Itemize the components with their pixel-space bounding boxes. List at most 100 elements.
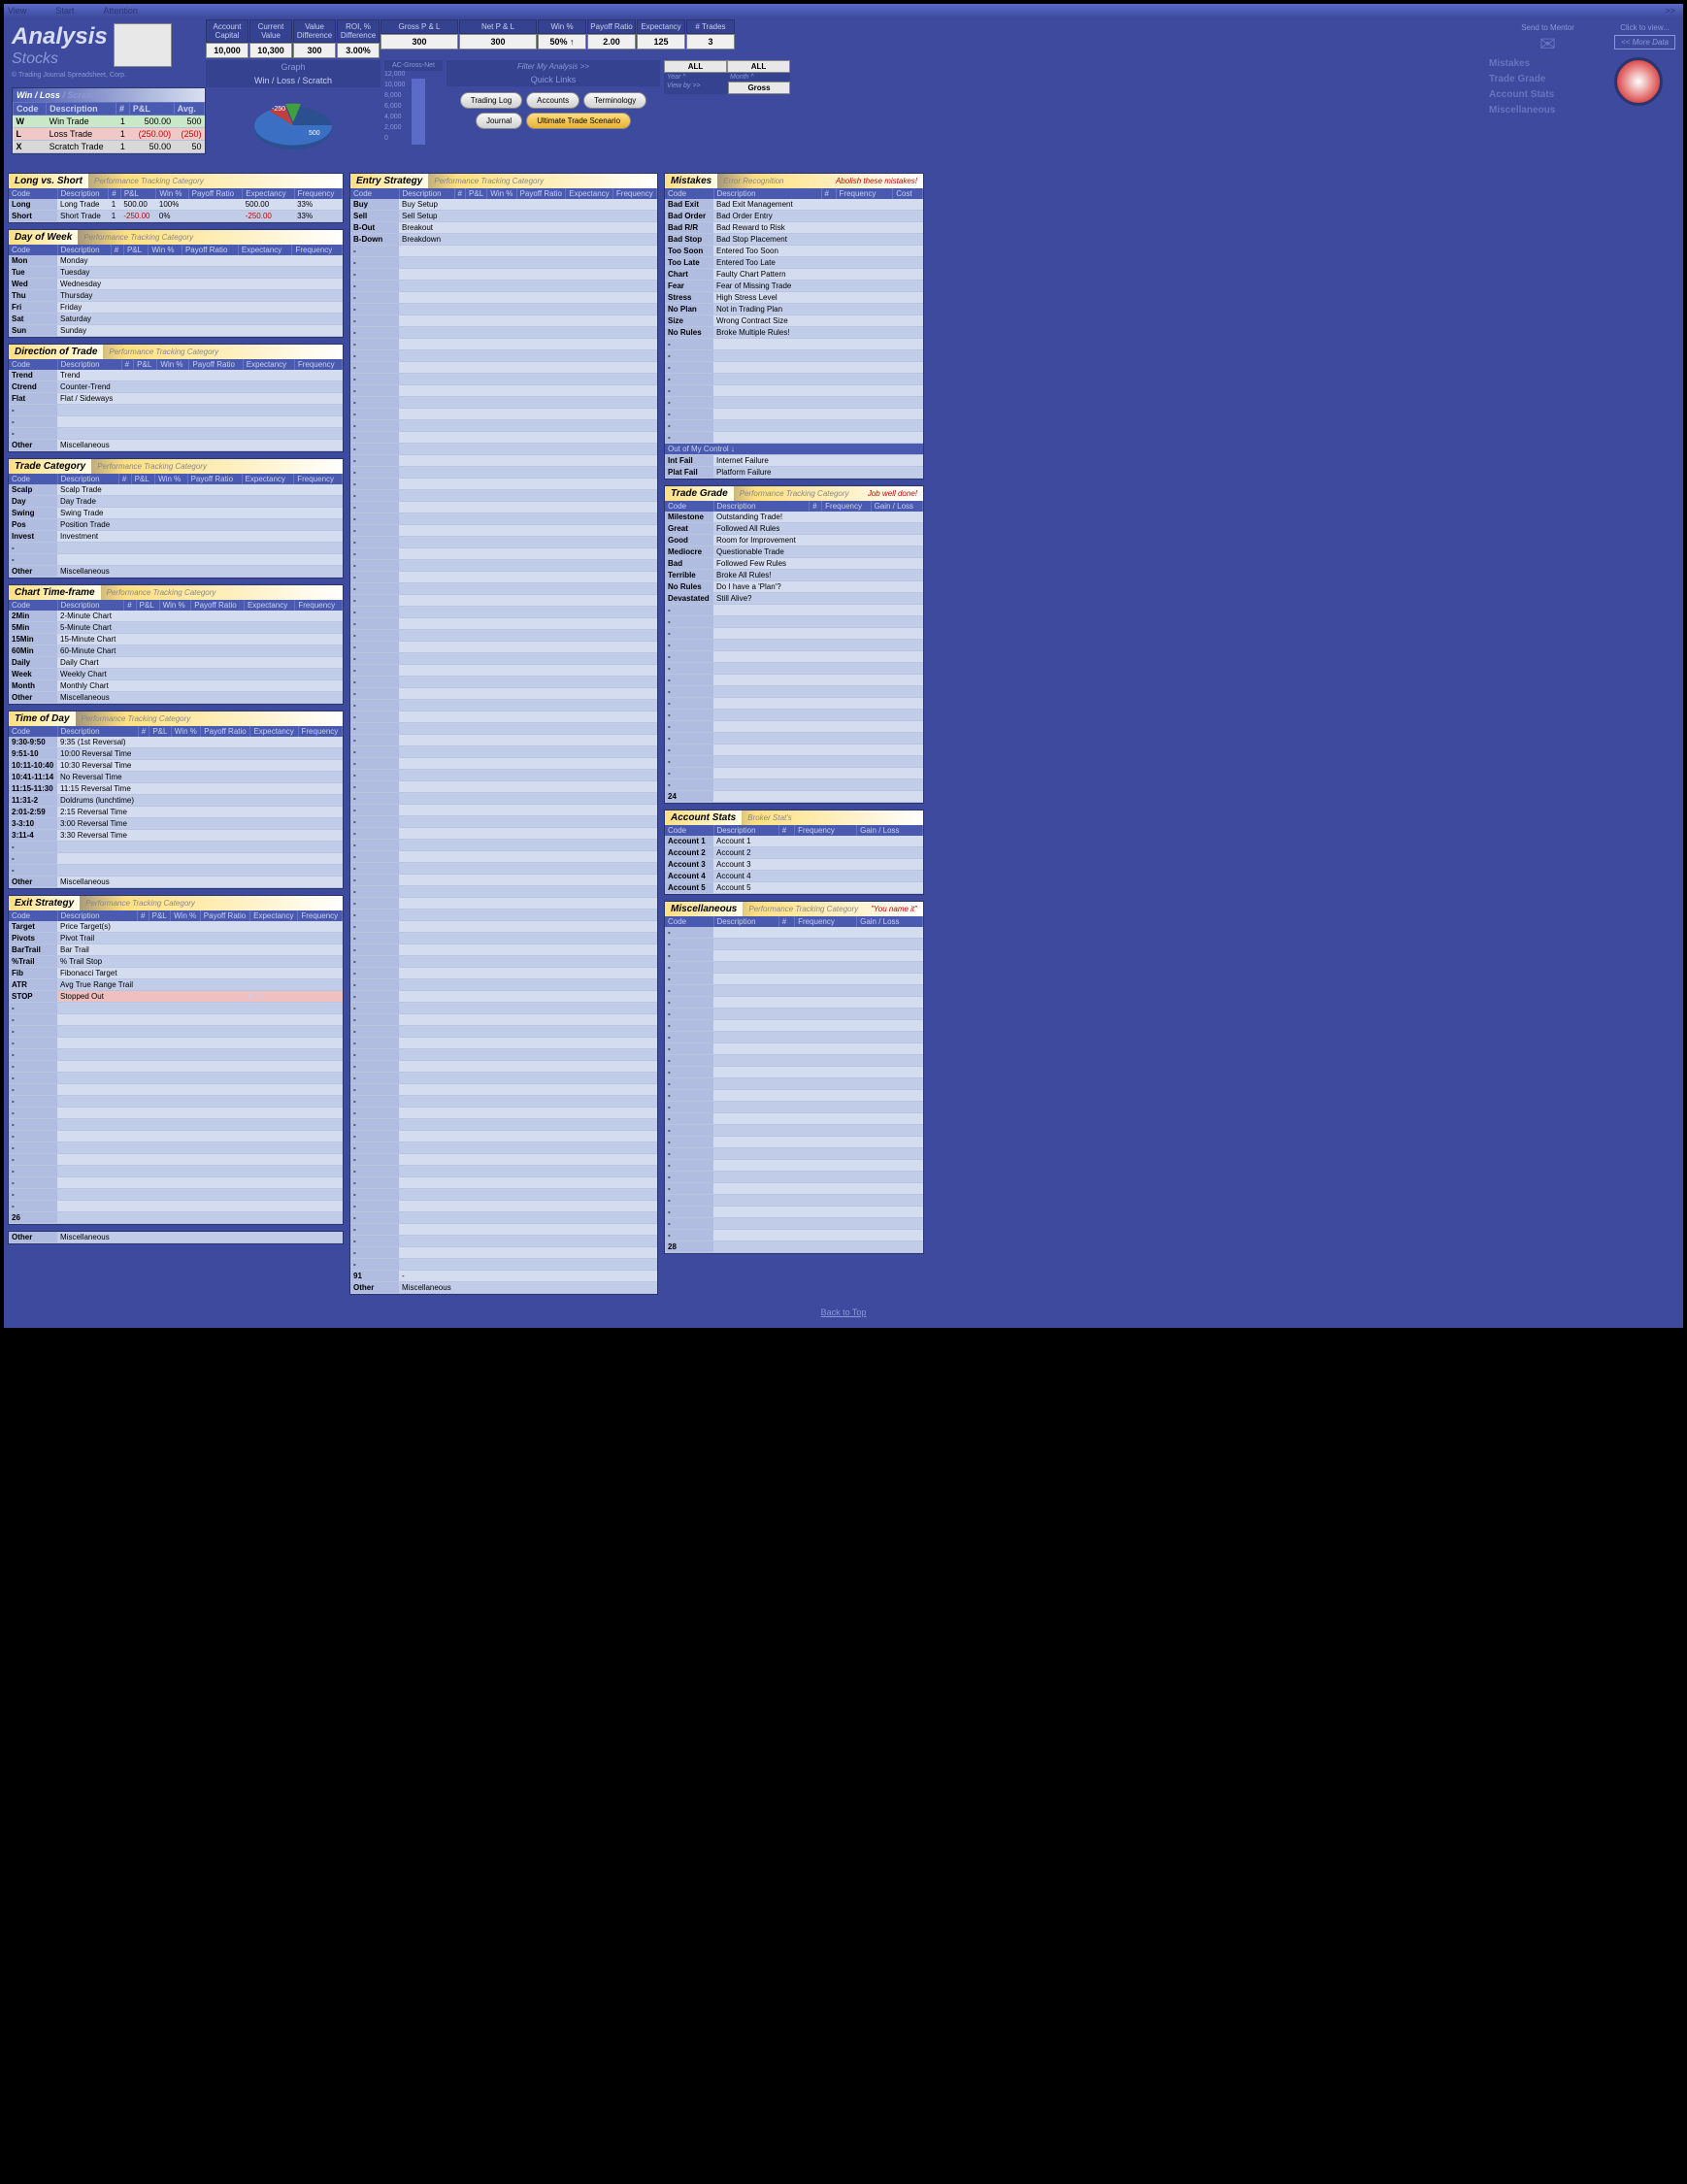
ultimate-scenario-button[interactable]: Ultimate Trade Scenario	[526, 113, 631, 129]
data-table: CodeDescription#P&LWin %Payoff RatioExpe…	[9, 474, 343, 578]
filter-all-1[interactable]: ALL	[664, 60, 727, 73]
quick-links-panel: Filter My Analysis >> Quick Links Tradin…	[447, 60, 660, 159]
metric-4: Gross P & L 300	[380, 19, 458, 58]
table-row: 5Min5-Minute Chart	[9, 622, 343, 634]
data-table: CodeDescription#P&LWin %Payoff RatioExpe…	[9, 245, 343, 337]
table-row: TueTuesday	[9, 267, 343, 279]
copyright: © Trading Journal Spreadsheet, Corp.	[12, 72, 198, 79]
data-table: CodeDescription#P&LWin %Payoff RatioExpe…	[9, 600, 343, 704]
more-data-button[interactable]: << More Data	[1614, 35, 1675, 50]
table-row: 10:41-11:14No Reversal Time	[9, 772, 343, 783]
table-row: PivotsPivot Trail	[9, 933, 343, 944]
table-row: -	[9, 428, 343, 440]
attention-link[interactable]: Attention	[103, 6, 138, 16]
table-row: OtherMiscellaneous	[9, 566, 343, 578]
table-row: FibFibonacci Target	[9, 968, 343, 979]
table-row: -	[9, 842, 343, 853]
page-subtitle: Stocks	[12, 50, 108, 68]
wls-table: CodeDescription#P&LAvg. WWin Trade1 500.…	[13, 102, 205, 153]
table-row: PosPosition Trade	[9, 519, 343, 531]
filter-year-label[interactable]: Year ^	[664, 73, 727, 82]
table-row: Too LateEntered Too Late	[665, 257, 923, 269]
table-row: FriFriday	[9, 302, 343, 314]
table-row: StressHigh Stress Level	[665, 292, 923, 304]
data-table: CodeDescription#FrequencyGain / Loss Mil…	[665, 501, 923, 803]
side-link[interactable]: Miscellaneous	[1489, 103, 1606, 118]
table-row: Account 1Account 1	[665, 836, 923, 847]
section-time-of-day: Time of Day Performance Tracking Categor…	[8, 711, 344, 889]
bar-chart-header: AC-Gross-Net	[384, 60, 443, 71]
table-row: -	[9, 543, 343, 554]
arrow-link[interactable]: >>	[1665, 6, 1675, 16]
svg-text:-250: -250	[272, 106, 285, 113]
table-row: ChartFaulty Chart Pattern	[665, 269, 923, 281]
terminology-button[interactable]: Terminology	[583, 92, 646, 109]
right-column: Mistakes Error Recognition Abolish these…	[664, 173, 924, 1295]
filter-month-label[interactable]: Month ^	[727, 73, 790, 82]
wls-row: XScratch Trade1 50.0050	[14, 141, 205, 153]
table-row: ShortShort Trade1-250.000%-250.0033%	[9, 211, 343, 222]
table-row: FearFear of Missing Trade	[665, 281, 923, 292]
table-row: 3-3:103:00 Reversal Time	[9, 818, 343, 830]
filter-all-2[interactable]: ALL	[727, 60, 790, 73]
send-mentor-box[interactable]: Send to Mentor ✉	[1489, 23, 1606, 56]
table-row: ThuThursday	[9, 290, 343, 302]
section-trade-category: Trade Category Performance Tracking Cate…	[8, 458, 344, 579]
header-row: Analysis Stocks © Trading Journal Spread…	[4, 17, 1683, 161]
section-day-of-week: Day of Week Performance Tracking Categor…	[8, 229, 344, 338]
table-row: Account 4Account 4	[665, 871, 923, 882]
wls-scratch: / Scratch	[60, 90, 100, 100]
filter-viewby-label: View by >>	[664, 82, 728, 94]
section-trade-grade: Trade Grade Performance Tracking Categor…	[664, 485, 924, 804]
table-row: Bad StopBad Stop Placement	[665, 234, 923, 246]
section-entry-strategy: Entry Strategy Performance Tracking Cate…	[349, 173, 658, 1295]
table-row: 15Min15-Minute Chart	[9, 634, 343, 645]
table-row: TargetPrice Target(s)	[9, 921, 343, 933]
data-table: CodeDescription#P&LWin %Payoff RatioExpe…	[9, 910, 343, 1224]
envelope-icon: ✉	[1489, 32, 1606, 56]
page-title: Analysis	[12, 23, 108, 50]
metric-1: Current Value 10,300	[249, 19, 292, 58]
table-row: SunSunday	[9, 325, 343, 337]
thumbnail-preview	[114, 23, 172, 67]
journal-button[interactable]: Journal	[476, 113, 522, 129]
filter-gross[interactable]: Gross	[728, 82, 790, 94]
start-link[interactable]: Start	[55, 6, 74, 16]
side-link[interactable]: Mistakes	[1489, 56, 1606, 72]
table-row: MediocreQuestionable Trade	[665, 546, 923, 558]
top-bar: View Start Attention >>	[4, 4, 1683, 17]
metric-9: # Trades 3	[686, 19, 735, 58]
filter-box: ALL ALL Year ^ Month ^ View by >> Gross	[664, 60, 790, 159]
metric-7: Payoff Ratio 2.00	[587, 19, 636, 58]
data-table: CodeDescription#FrequencyCost Bad ExitBa…	[665, 188, 923, 479]
table-row: Bad OrderBad Order Entry	[665, 211, 923, 222]
table-row: 60Min60-Minute Chart	[9, 645, 343, 657]
wls-title: Win / Loss	[17, 90, 60, 100]
table-row: DailyDaily Chart	[9, 657, 343, 669]
accounts-button[interactable]: Accounts	[526, 92, 579, 109]
side-link[interactable]: Account Stats	[1489, 87, 1606, 103]
table-row: Bad R/RBad Reward to Risk	[665, 222, 923, 234]
table-row: No RulesDo I have a 'Plan'?	[665, 581, 923, 593]
logo-icon	[1614, 57, 1663, 106]
table-row: BadFollowed Few Rules	[665, 558, 923, 570]
section-mistakes: Mistakes Error Recognition Abolish these…	[664, 173, 924, 480]
table-row: 3:11-43:30 Reversal Time	[9, 830, 343, 842]
trading-log-button[interactable]: Trading Log	[460, 92, 522, 109]
filter-header: Filter My Analysis >>	[447, 60, 660, 73]
wls-summary-box: Win / Loss / Scratch CodeDescription#P&L…	[12, 87, 206, 154]
footer: Back to Top	[4, 1295, 1683, 1328]
side-link[interactable]: Trade Grade	[1489, 72, 1606, 87]
metric-0: Account Capital 10,000	[206, 19, 248, 58]
table-row: BarTrailBar Trail	[9, 944, 343, 956]
view-link[interactable]: View	[8, 6, 26, 16]
section-account-stats: Account Stats Broker Stat's CodeDescript…	[664, 810, 924, 895]
table-row: CtrendCounter-Trend	[9, 381, 343, 393]
bar-1	[412, 79, 425, 145]
main-columns: Long vs. Short Performance Tracking Cate…	[4, 173, 1683, 1295]
table-row: B-DownBreakdown	[350, 234, 657, 246]
table-row: MilestoneOutstanding Trade!	[665, 512, 923, 523]
table-row: -	[9, 405, 343, 416]
back-to-top-link[interactable]: Back to Top	[821, 1307, 867, 1317]
table-row: Account 2Account 2	[665, 847, 923, 859]
